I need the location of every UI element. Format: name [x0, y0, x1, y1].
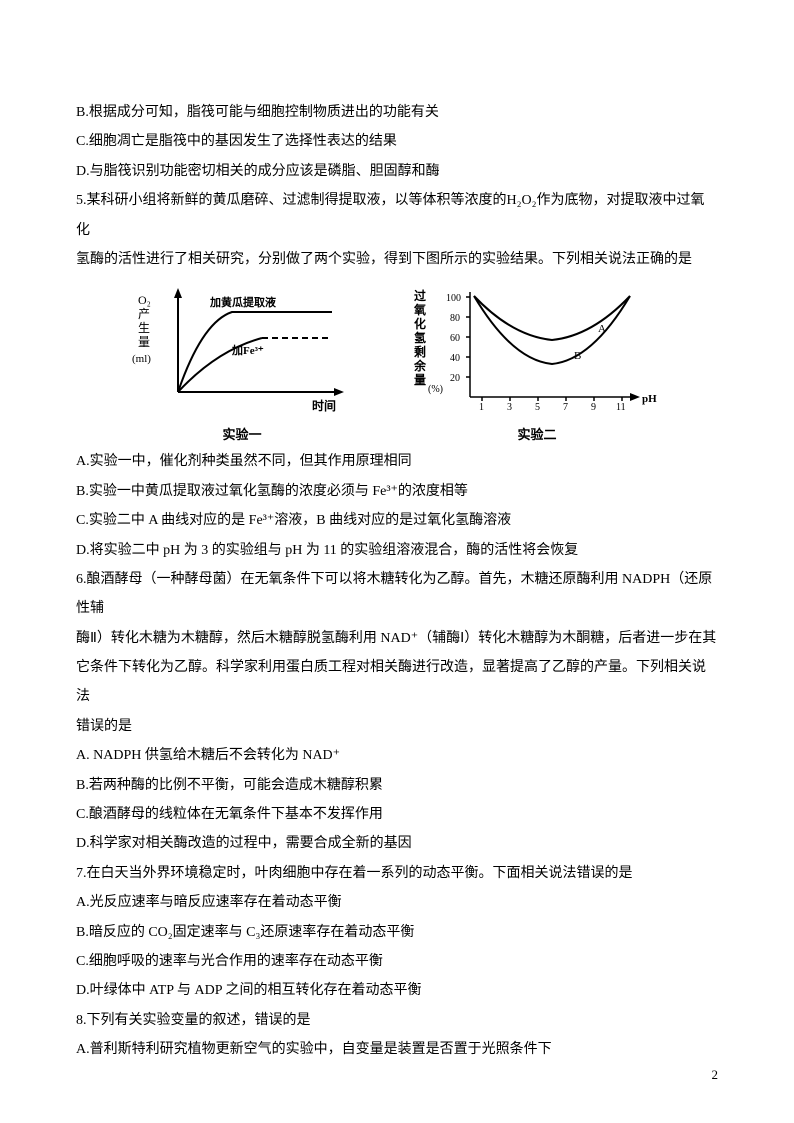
chart2-svg: 过 氧 化 氢 剩 余 量 (%) 100 80 60 40 20 1 3 5 …: [412, 282, 662, 417]
svg-text:5: 5: [535, 402, 540, 413]
page-number: 2: [712, 1067, 719, 1083]
q6-stem-2: 酶Ⅱ）转化木糖为木糖醇，然后木糖醇脱氢酶利用 NAD⁺（辅酶Ⅰ）转化木糖醇为木酮…: [76, 624, 718, 653]
option-b: B.根据成分可知，脂筏可能与细胞控制物质进出的功能有关: [76, 98, 718, 127]
q7-b: B.暗反应的 CO₂固定速率与 C₃还原速率存在着动态平衡: [76, 918, 718, 947]
option-d: D.与脂筏识别功能密切相关的成分应该是磷脂、胆固醇和酶: [76, 157, 718, 186]
chart1-xlabel: 时间: [312, 398, 336, 413]
q6-c: C.酿酒酵母的线粒体在无氧条件下基本不发挥作用: [76, 800, 718, 829]
svg-text:3: 3: [507, 402, 512, 413]
svg-text:11: 11: [616, 402, 626, 413]
q7-a: A.光反应速率与暗反应速率存在着动态平衡: [76, 888, 718, 917]
chart1-wrap: O₂ 产 生 量 (ml) 加黄瓜提取液 加Fe³⁺ 时间 实验一: [132, 282, 352, 443]
q5-d: D.将实验二中 pH 为 3 的实验组与 pH 为 11 的实验组溶液混合，酶的…: [76, 536, 718, 565]
svg-text:生: 生: [138, 321, 150, 335]
option-c: C.细胞凋亡是脂筏中的基因发生了选择性表达的结果: [76, 127, 718, 156]
q5-stem-2: 氢酶的活性进行了相关研究，分别做了两个实验，得到下图所示的实验结果。下列相关说法…: [76, 245, 718, 274]
svg-text:1: 1: [479, 402, 484, 413]
q6-d: D.科学家对相关酶改造的过程中，需要合成全新的基因: [76, 829, 718, 858]
chart2-wrap: 过 氧 化 氢 剩 余 量 (%) 100 80 60 40 20 1 3 5 …: [412, 282, 662, 443]
chart2-xlabel: pH: [642, 393, 657, 405]
q7-d: D.叶绿体中 ATP 与 ADP 之间的相互转化存在着动态平衡: [76, 976, 718, 1005]
svg-text:余: 余: [413, 358, 427, 373]
svg-text:7: 7: [563, 402, 568, 413]
q5-b: B.实验一中黄瓜提取液过氧化氢酶的浓度必须与 Fe³⁺的浓度相等: [76, 477, 718, 506]
svg-text:产: 产: [138, 307, 150, 321]
svg-text:9: 9: [591, 402, 596, 413]
q8-stem: 8.下列有关实验变量的叙述，错误的是: [76, 1006, 718, 1035]
chart2-caption: 实验二: [412, 424, 662, 443]
chart1-series-a: 加黄瓜提取液: [209, 295, 277, 309]
svg-text:100: 100: [446, 293, 461, 304]
chart2-label-b: B: [574, 350, 581, 362]
q6-stem-3: 它条件下转化为乙醇。科学家利用蛋白质工程对相关酶进行改造，显著提高了乙醇的产量。…: [76, 653, 718, 712]
svg-text:氢: 氢: [414, 330, 426, 345]
q5-c: C.实验二中 A 曲线对应的是 Fe³⁺溶液，B 曲线对应的是过氧化氢酶溶液: [76, 506, 718, 535]
q7-stem: 7.在白天当外界环境稳定时，叶肉细胞中存在着一系列的动态平衡。下面相关说法错误的…: [76, 859, 718, 888]
q5-stem-1: 5.某科研小组将新鲜的黄瓜磨碎、过滤制得提取液，以等体积等浓度的H₂O₂作为底物…: [76, 186, 718, 245]
svg-text:量: 量: [414, 373, 426, 387]
svg-text:O₂: O₂: [138, 293, 151, 307]
svg-text:剩: 剩: [414, 344, 426, 359]
svg-text:60: 60: [450, 333, 460, 344]
svg-text:过: 过: [414, 288, 426, 303]
q7-c: C.细胞呼吸的速率与光合作用的速率存在动态平衡: [76, 947, 718, 976]
chart1-caption: 实验一: [132, 424, 352, 443]
exam-page: B.根据成分可知，脂筏可能与细胞控制物质进出的功能有关 C.细胞凋亡是脂筏中的基…: [0, 0, 794, 1105]
q5-a: A.实验一中，催化剂种类虽然不同，但其作用原理相同: [76, 447, 718, 476]
svg-text:40: 40: [450, 353, 460, 364]
chart2-label-a: A: [598, 323, 606, 335]
chart1-svg: O₂ 产 生 量 (ml) 加黄瓜提取液 加Fe³⁺ 时间: [132, 282, 352, 417]
q6-a: A. NADPH 供氢给木糖后不会转化为 NAD⁺: [76, 741, 718, 770]
svg-text:化: 化: [414, 316, 426, 331]
svg-text:20: 20: [450, 373, 460, 384]
q6-stem-1: 6.酿酒酵母（一种酵母菌）在无氧条件下可以将木糖转化为乙醇。首先，木糖还原酶利用…: [76, 565, 718, 624]
svg-text:(ml): (ml): [132, 353, 151, 365]
svg-text:(%): (%): [428, 384, 443, 395]
svg-text:量: 量: [138, 335, 150, 349]
q6-b: B.若两种酶的比例不平衡，可能会造成木糖醇积累: [76, 771, 718, 800]
chart1-series-b: 加Fe³⁺: [231, 343, 264, 357]
q6-stem-4: 错误的是: [76, 712, 718, 741]
figures-row: O₂ 产 生 量 (ml) 加黄瓜提取液 加Fe³⁺ 时间 实验一: [76, 282, 718, 443]
svg-text:氧: 氧: [413, 302, 426, 317]
svg-text:80: 80: [450, 313, 460, 324]
q8-a: A.普利斯特利研究植物更新空气的实验中，自变量是装置是否置于光照条件下: [76, 1035, 718, 1064]
